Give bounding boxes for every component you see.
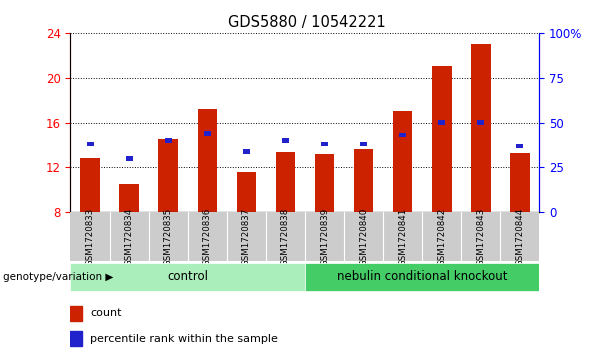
- Text: control: control: [167, 270, 208, 283]
- Text: GSM1720836: GSM1720836: [203, 208, 211, 266]
- Text: GSM1720837: GSM1720837: [242, 208, 251, 266]
- Bar: [237, 172, 256, 212]
- Text: nebulin conditional knockout: nebulin conditional knockout: [337, 270, 508, 283]
- Bar: [510, 153, 530, 212]
- Bar: [471, 44, 490, 212]
- Bar: [197, 109, 217, 212]
- Bar: [120, 184, 139, 212]
- Text: GSM1720842: GSM1720842: [437, 208, 446, 266]
- Text: GSM1720834: GSM1720834: [124, 208, 134, 266]
- Bar: [393, 111, 413, 212]
- Text: count: count: [90, 308, 122, 318]
- Text: GSM1720841: GSM1720841: [398, 208, 407, 266]
- Text: GSM1720839: GSM1720839: [320, 208, 329, 266]
- Bar: [165, 138, 172, 143]
- Text: GSM1720833: GSM1720833: [86, 208, 94, 266]
- Bar: [80, 158, 100, 212]
- Bar: [204, 131, 211, 135]
- Bar: [432, 66, 452, 212]
- Bar: [438, 120, 445, 125]
- Bar: [70, 263, 305, 291]
- Bar: [360, 142, 367, 146]
- Bar: [321, 142, 328, 146]
- Bar: [126, 156, 132, 161]
- Bar: [276, 152, 295, 212]
- Text: genotype/variation ▶: genotype/variation ▶: [3, 272, 113, 282]
- Text: GDS5880 / 10542221: GDS5880 / 10542221: [227, 15, 386, 29]
- Bar: [158, 139, 178, 212]
- Bar: [282, 138, 289, 143]
- Text: GSM1720835: GSM1720835: [164, 208, 173, 266]
- Bar: [305, 263, 539, 291]
- Text: GSM1720843: GSM1720843: [476, 208, 485, 266]
- Bar: [399, 133, 406, 137]
- Text: GSM1720838: GSM1720838: [281, 208, 290, 266]
- Bar: [70, 306, 82, 321]
- Bar: [86, 142, 94, 146]
- Bar: [516, 144, 524, 148]
- Bar: [70, 331, 82, 346]
- Bar: [354, 150, 373, 212]
- Bar: [314, 154, 334, 212]
- Bar: [243, 149, 250, 154]
- Text: GSM1720844: GSM1720844: [516, 208, 524, 266]
- Text: GSM1720840: GSM1720840: [359, 208, 368, 266]
- Bar: [478, 120, 484, 125]
- Text: percentile rank within the sample: percentile rank within the sample: [90, 334, 278, 344]
